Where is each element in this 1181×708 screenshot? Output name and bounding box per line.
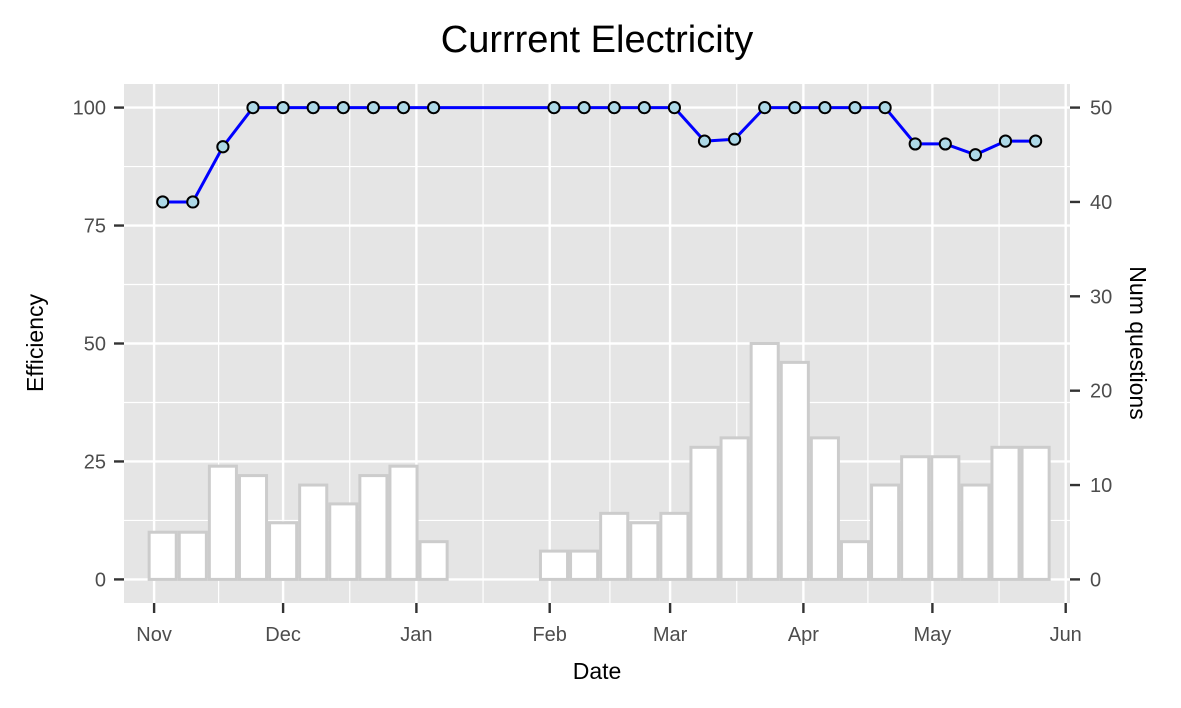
efficiency-point (818, 100, 832, 115)
efficiency-point (547, 100, 561, 115)
bar (538, 549, 570, 581)
x-tick-label: Feb (532, 624, 566, 646)
x-tick-label: May (914, 624, 952, 646)
efficiency-point (728, 132, 742, 146)
right-axis: 0 10 20 30 40 50 (1070, 98, 1112, 591)
bar (779, 360, 810, 581)
bar (358, 474, 389, 581)
line-series (156, 100, 1043, 209)
bar (629, 521, 660, 581)
bar (298, 483, 329, 581)
efficiency-point (938, 137, 952, 151)
bar (900, 455, 931, 581)
efficiency-point (968, 148, 983, 162)
x-tick-label: Jun (1050, 624, 1082, 646)
bar (689, 445, 720, 581)
left-axis: 0 25 50 75 100 (73, 98, 124, 591)
bar (177, 530, 208, 581)
bar (990, 445, 1021, 581)
efficiency-point (156, 195, 170, 209)
y-right-tick-label: 50 (1090, 98, 1112, 120)
efficiency-point (607, 100, 621, 115)
y-right-tick-label: 0 (1090, 569, 1101, 591)
y-right-tick-label: 20 (1090, 381, 1112, 403)
efficiency-point (878, 100, 892, 115)
efficiency-point (998, 134, 1013, 148)
efficiency-point (848, 100, 862, 115)
bar (719, 436, 750, 581)
efficiency-point (366, 100, 380, 115)
bar (328, 502, 359, 581)
x-axis: Nov Dec Jan Feb Mar Apr May Jun (136, 603, 1082, 646)
x-axis-title: Date (573, 658, 622, 684)
y-right-tick-label: 30 (1090, 286, 1112, 308)
bar (749, 342, 780, 581)
y-right-tick-label: 10 (1090, 475, 1112, 497)
efficiency-point (667, 100, 682, 115)
bar (809, 436, 840, 581)
efficiency-point (427, 100, 441, 115)
x-tick-label: Dec (265, 624, 301, 646)
bar (268, 521, 299, 581)
x-tick-label: Nov (136, 624, 172, 646)
bar (659, 511, 690, 581)
bar (930, 455, 961, 581)
bar (388, 464, 419, 581)
y-axis-left-title: Efficiency (22, 293, 48, 392)
efficiency-point (697, 134, 712, 148)
y-left-tick-label: 75 (84, 216, 106, 238)
bar (960, 483, 991, 581)
bar (1020, 445, 1051, 581)
y-right-tick-label: 40 (1090, 192, 1112, 214)
efficiency-point (1029, 134, 1043, 148)
efficiency-point (908, 137, 922, 151)
x-tick-label: Mar (653, 624, 688, 646)
efficiency-point (637, 100, 651, 115)
bar-series (147, 342, 1051, 581)
efficiency-point (396, 100, 411, 115)
efficiency-point (758, 100, 772, 115)
chart-title: Currrent Electricity (441, 19, 754, 61)
efficiency-point (216, 140, 230, 154)
efficiency-point (186, 195, 200, 209)
bar (418, 540, 449, 581)
y-left-tick-label: 25 (84, 451, 106, 473)
efficiency-point (276, 100, 290, 115)
bar (599, 511, 630, 581)
y-left-tick-label: 50 (84, 334, 106, 356)
y-axis-right-title: Num questions (1125, 266, 1151, 419)
bar (569, 549, 600, 581)
bar (870, 483, 901, 581)
bar (237, 474, 269, 581)
efficiency-point (788, 100, 802, 115)
efficiency-point (577, 100, 591, 115)
efficiency-point (306, 100, 320, 115)
efficiency-point (246, 100, 260, 115)
bar (839, 540, 871, 581)
y-left-tick-label: 0 (95, 569, 106, 591)
x-tick-label: Apr (788, 624, 819, 646)
bar (147, 530, 178, 581)
y-left-tick-label: 100 (73, 98, 106, 120)
x-tick-label: Jan (400, 624, 432, 646)
efficiency-point (336, 100, 350, 115)
bar (207, 464, 238, 581)
